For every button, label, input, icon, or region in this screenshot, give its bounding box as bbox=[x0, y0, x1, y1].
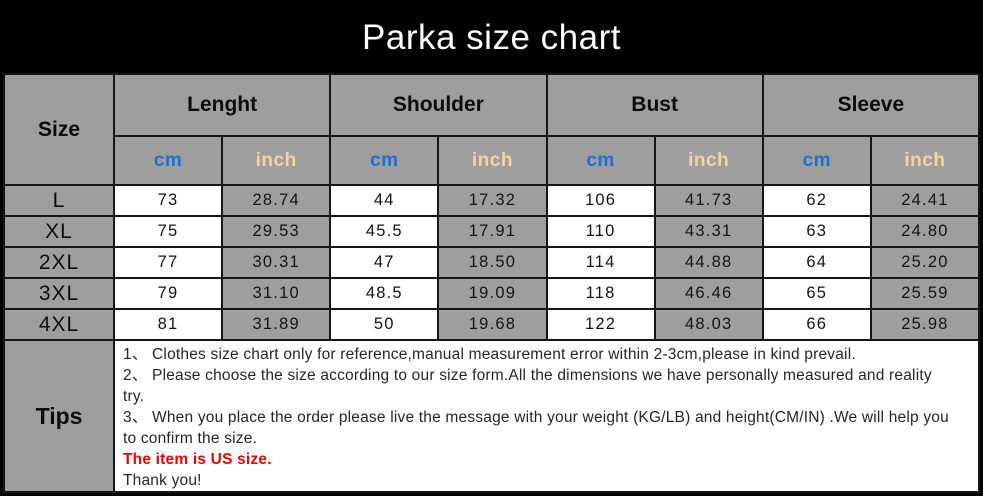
tips-note-2: 2、 Please choose the size according to o… bbox=[123, 367, 932, 405]
column-header-size: Size bbox=[3, 73, 115, 186]
unit-header-bust-cm: cm bbox=[545, 135, 656, 186]
value-cell: 25.98 bbox=[869, 308, 981, 341]
column-group-lenght: Lenght bbox=[112, 73, 332, 137]
value-cell: 17.32 bbox=[437, 184, 548, 217]
table-row-l: L 73 28.74 44 17.32 106 41.73 62 24.41 bbox=[3, 184, 981, 217]
column-group-bust: Bust bbox=[545, 73, 764, 137]
value-cell: 31.10 bbox=[221, 277, 332, 310]
table-row-xl: XL 75 29.53 45.5 17.91 110 43.31 63 24.8… bbox=[3, 215, 981, 248]
unit-header-sleeve-inch: inch bbox=[869, 135, 981, 186]
us-size-warning: The item is US size. bbox=[123, 451, 272, 468]
unit-header-lenght-inch: inch bbox=[221, 135, 332, 186]
tips-row: Tips 1、 Clothes size chart only for refe… bbox=[3, 339, 980, 493]
value-cell: 47 bbox=[329, 246, 440, 279]
title-banner: Parka size chart bbox=[3, 3, 980, 73]
value-cell: 43.31 bbox=[653, 215, 764, 248]
page-title: Parka size chart bbox=[362, 18, 621, 57]
value-cell: 44 bbox=[329, 184, 440, 217]
value-cell: 122 bbox=[545, 308, 656, 341]
value-cell: 45.5 bbox=[329, 215, 440, 248]
tips-note-3: 3、 When you place the order please live … bbox=[123, 409, 949, 447]
value-cell: 24.80 bbox=[869, 215, 981, 248]
value-cell: 28.74 bbox=[221, 184, 332, 217]
size-cell: XL bbox=[3, 215, 115, 248]
group-header-row: Size Lenght Shoulder Bust Sleeve bbox=[3, 73, 981, 186]
value-cell: 46.46 bbox=[653, 277, 764, 310]
column-group-sleeve: Sleeve bbox=[761, 73, 981, 137]
unit-header-sleeve-cm: cm bbox=[761, 135, 872, 186]
value-cell: 25.59 bbox=[869, 277, 981, 310]
value-cell: 18.50 bbox=[437, 246, 548, 279]
value-cell: 29.53 bbox=[221, 215, 332, 248]
tips-note-1: 1、 Clothes size chart only for reference… bbox=[123, 346, 856, 363]
value-cell: 106 bbox=[545, 184, 656, 217]
value-cell: 48.03 bbox=[653, 308, 764, 341]
value-cell: 31.89 bbox=[221, 308, 332, 341]
table-row-2xl: 2XL 77 30.31 47 18.50 114 44.88 64 25.20 bbox=[3, 246, 981, 279]
thank-you-note: Thank you! bbox=[123, 472, 202, 489]
size-cell: L bbox=[3, 184, 115, 217]
value-cell: 50 bbox=[329, 308, 440, 341]
value-cell: 25.20 bbox=[869, 246, 981, 279]
unit-header-bust-inch: inch bbox=[653, 135, 764, 186]
value-cell: 64 bbox=[761, 246, 872, 279]
size-table: Size Lenght Shoulder Bust Sleeve cm inch… bbox=[3, 73, 981, 493]
size-cell: 3XL bbox=[3, 277, 115, 310]
unit-header-lenght-cm: cm bbox=[112, 135, 224, 186]
value-cell: 114 bbox=[545, 246, 656, 279]
value-cell: 65 bbox=[761, 277, 872, 310]
value-cell: 19.09 bbox=[437, 277, 548, 310]
tips-content: 1、 Clothes size chart only for reference… bbox=[113, 339, 980, 493]
size-cell: 4XL bbox=[3, 308, 115, 341]
value-cell: 79 bbox=[112, 277, 224, 310]
unit-header-shoulder-inch: inch bbox=[437, 135, 548, 186]
value-cell: 73 bbox=[112, 184, 224, 217]
value-cell: 66 bbox=[761, 308, 872, 341]
value-cell: 24.41 bbox=[869, 184, 981, 217]
value-cell: 30.31 bbox=[221, 246, 332, 279]
size-cell: 2XL bbox=[3, 246, 115, 279]
value-cell: 41.73 bbox=[653, 184, 764, 217]
value-cell: 63 bbox=[761, 215, 872, 248]
value-cell: 75 bbox=[112, 215, 224, 248]
unit-header-row: cm inch cm inch cm inch cm inch bbox=[4, 135, 981, 186]
table-row-4xl: 4XL 81 31.89 50 19.68 122 48.03 66 25.98 bbox=[3, 308, 981, 341]
value-cell: 17.91 bbox=[437, 215, 548, 248]
value-cell: 48.5 bbox=[329, 277, 440, 310]
tips-label: Tips bbox=[3, 339, 115, 493]
value-cell: 110 bbox=[545, 215, 656, 248]
value-cell: 62 bbox=[761, 184, 872, 217]
value-cell: 81 bbox=[112, 308, 224, 341]
column-group-shoulder: Shoulder bbox=[329, 73, 548, 137]
value-cell: 44.88 bbox=[653, 246, 764, 279]
value-cell: 77 bbox=[112, 246, 224, 279]
table-row-3xl: 3XL 79 31.10 48.5 19.09 118 46.46 65 25.… bbox=[3, 277, 981, 310]
unit-header-shoulder-cm: cm bbox=[329, 135, 440, 186]
value-cell: 19.68 bbox=[437, 308, 548, 341]
value-cell: 118 bbox=[545, 277, 656, 310]
